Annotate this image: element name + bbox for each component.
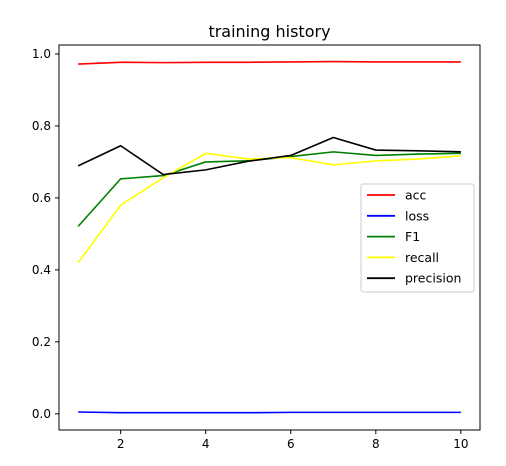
axes-frame bbox=[58, 44, 481, 431]
plot-area: 2 4 6 8 10 0.0 0.2 0.4 0.6 0.8 1.0 bbox=[32, 44, 481, 451]
y-tick-label: 0.6 bbox=[32, 191, 51, 205]
legend-label-recall: recall bbox=[405, 250, 439, 265]
x-tick-label: 4 bbox=[202, 437, 210, 451]
legend-label-precision: precision bbox=[405, 271, 461, 286]
legend-label-F1: F1 bbox=[405, 229, 420, 244]
y-tick-label: 0.2 bbox=[32, 335, 51, 349]
series-line-loss bbox=[78, 411, 461, 414]
y-tick-label: 0.4 bbox=[32, 263, 51, 277]
x-tick-label: 2 bbox=[117, 437, 125, 451]
y-tick-label: 1.0 bbox=[32, 47, 51, 61]
series-line-precision bbox=[77, 136, 461, 176]
x-tick-label: 6 bbox=[287, 437, 295, 451]
legend-label-acc: acc bbox=[405, 188, 427, 203]
x-tick-label: 10 bbox=[453, 437, 468, 451]
y-tick-label: 0.0 bbox=[32, 407, 51, 421]
chart-title: training history bbox=[208, 22, 330, 41]
y-tick-label: 0.8 bbox=[32, 119, 51, 133]
series-line-acc bbox=[78, 60, 461, 65]
legend: acc loss F1 recall precision bbox=[360, 183, 475, 293]
legend-label-loss: loss bbox=[405, 208, 429, 223]
legend-box bbox=[360, 183, 475, 293]
x-tick-label: 8 bbox=[372, 437, 380, 451]
